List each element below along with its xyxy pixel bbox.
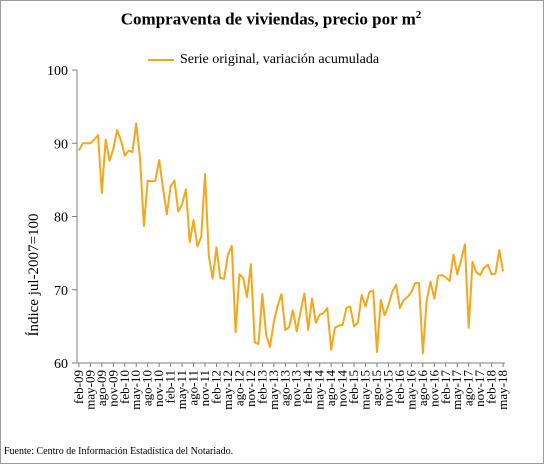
x-tick-label: feb-16	[392, 370, 407, 404]
x-tick-label: feb-17	[438, 370, 453, 404]
x-tick-label: nov-15	[380, 370, 395, 407]
legend-entry-label: Serie original, variación acumulada	[180, 52, 380, 67]
x-tick-label: may-12	[220, 370, 235, 410]
x-tick-label: ago-12	[231, 370, 246, 406]
x-tick-label: may-15	[358, 370, 373, 410]
x-tick-label: may-14	[312, 370, 327, 410]
x-tick-label: feb-14	[300, 370, 315, 404]
x-tick-label: ago-13	[277, 370, 292, 406]
x-tick-label: feb-09	[71, 370, 86, 404]
x-tick-labels: feb-09may-09ago-09nov-09feb-10may-10ago-…	[71, 370, 510, 410]
x-tick-label: feb-11	[163, 370, 178, 403]
y-axis-title: Índice jul-2007=100	[25, 213, 42, 336]
x-tick-label: nov-12	[243, 370, 258, 407]
x-tick-label: may-17	[449, 370, 464, 410]
x-tick-label: ago-11	[186, 370, 201, 406]
y-tick-label: 80	[54, 211, 68, 226]
legend-line-swatch	[148, 59, 174, 61]
y-tick-label: 60	[54, 357, 68, 372]
x-tick-label: nov-13	[289, 370, 304, 407]
x-tick-label: nov-17	[472, 370, 487, 407]
y-tick-labels: 60 70 80 90 100	[47, 64, 68, 372]
x-tick-label: feb-12	[208, 370, 223, 404]
y-tick-label: 70	[54, 284, 68, 299]
y-tick-label: 100	[47, 64, 68, 79]
y-tick-label: 90	[54, 137, 68, 152]
x-tick-label: nov-10	[151, 370, 166, 407]
x-tick-label: nov-11	[197, 370, 212, 406]
x-tick-label: ago-17	[461, 370, 476, 407]
series-line	[78, 122, 505, 355]
x-tick-label: may-13	[266, 370, 281, 410]
source-note: Fuente: Centro de Información Estadístic…	[4, 446, 234, 457]
series-layer	[78, 122, 505, 355]
x-tick-label: feb-18	[484, 370, 499, 404]
x-tick-label: ago-15	[369, 370, 384, 406]
x-tick-label: may-09	[82, 370, 97, 410]
x-tick-label: may-11	[174, 370, 189, 409]
x-tick-label: nov-14	[335, 370, 350, 407]
x-tick-label: ago-10	[140, 370, 155, 406]
x-tick-label: ago-16	[415, 370, 430, 407]
x-tick-label: may-18	[495, 370, 510, 410]
chart-legend: Serie original, variación acumulada	[148, 52, 379, 68]
x-tick-label: feb-13	[254, 370, 269, 404]
x-tick-label: ago-09	[94, 370, 109, 406]
x-tick-label: feb-15	[346, 370, 361, 404]
axes	[72, 69, 505, 367]
x-tick-label: nov-16	[426, 370, 441, 407]
x-tick-label: may-10	[128, 370, 143, 410]
x-tick-label: ago-14	[323, 370, 338, 407]
x-tick-label: nov-09	[105, 370, 120, 407]
x-tick-label: may-16	[403, 370, 418, 410]
x-tick-label: feb-10	[117, 370, 132, 404]
chart-title: Compraventa de viviendas, precio por m2	[120, 9, 422, 29]
